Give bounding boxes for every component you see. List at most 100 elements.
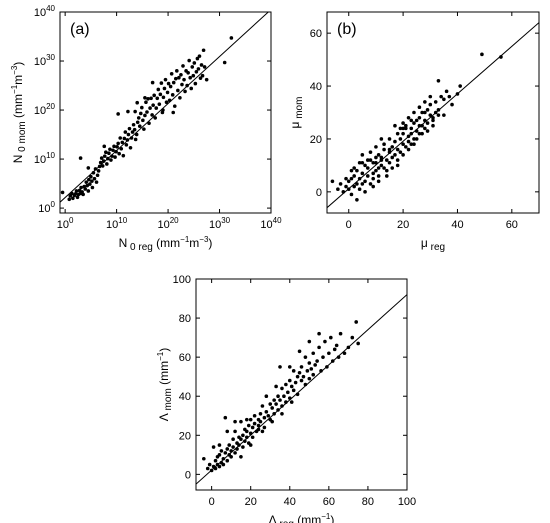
data-point: [175, 69, 179, 73]
data-point: [143, 113, 147, 118]
data-point: [409, 142, 414, 147]
data-point: [329, 335, 333, 340]
data-point: [86, 166, 91, 170]
data-point: [420, 110, 424, 115]
data-point: [105, 162, 109, 166]
data-point: [444, 89, 449, 94]
y-tick-label: 100: [38, 200, 55, 215]
data-point: [93, 167, 98, 171]
data-point: [110, 154, 114, 158]
x-tick-label: 40: [284, 496, 296, 508]
data-point: [387, 150, 392, 154]
data-point: [183, 89, 187, 94]
data-point: [158, 92, 163, 97]
x-tick-label: 100: [57, 216, 74, 231]
data-point: [384, 174, 389, 178]
data-point: [309, 367, 314, 371]
data-point: [84, 180, 89, 184]
data-point: [181, 64, 185, 68]
data-point: [450, 102, 454, 107]
data-point: [207, 462, 212, 467]
data-point: [78, 156, 83, 160]
data-point: [280, 404, 284, 408]
data-point: [357, 187, 362, 191]
data-point: [284, 382, 288, 387]
data-point: [190, 65, 195, 69]
data-point: [171, 80, 176, 85]
data-point: [346, 187, 351, 191]
data-point: [278, 365, 282, 369]
data-point: [303, 355, 308, 359]
data-point: [92, 176, 97, 181]
data-point: [382, 166, 386, 170]
data-point: [231, 445, 235, 449]
data-point: [307, 376, 312, 381]
data-point: [138, 111, 143, 116]
data-point: [120, 140, 125, 145]
data-point: [71, 196, 75, 201]
data-point: [379, 158, 384, 162]
data-point: [289, 400, 294, 404]
data-point: [239, 454, 243, 459]
data-point: [102, 144, 107, 149]
data-point: [317, 331, 321, 336]
data-point: [159, 81, 164, 85]
data-point: [499, 55, 503, 59]
data-point: [168, 84, 173, 89]
data-point: [116, 112, 120, 116]
data-point: [360, 153, 365, 157]
y-axis-title: μ mom: [288, 97, 305, 129]
data-point: [387, 147, 392, 152]
data-point: [327, 351, 331, 356]
data-point: [425, 129, 430, 133]
data-point: [204, 77, 209, 82]
data-point: [182, 77, 186, 82]
data-point: [225, 447, 230, 451]
data-point: [270, 419, 274, 424]
data-point: [268, 402, 273, 406]
data-point: [256, 423, 261, 428]
data-point: [442, 113, 446, 117]
panel-b: 0 20 40 60 0 20 40 60 (b) μ reg μ mom: [288, 11, 540, 253]
data-point: [98, 160, 103, 165]
data-point: [315, 359, 319, 363]
data-point: [189, 86, 194, 91]
data-point: [217, 453, 222, 457]
data-point: [323, 339, 327, 344]
data-point: [301, 374, 306, 379]
data-point: [229, 36, 234, 40]
data-point: [163, 77, 168, 82]
data-point: [307, 339, 312, 344]
data-point: [128, 145, 133, 150]
data-point: [164, 100, 169, 105]
y-tick-label: 40: [310, 81, 322, 93]
data-point: [258, 412, 263, 416]
data-point: [374, 160, 378, 165]
data-point: [150, 80, 155, 85]
data-point: [379, 163, 384, 168]
data-point: [420, 131, 424, 136]
data-point: [371, 184, 376, 189]
data-point: [274, 384, 278, 389]
data-point: [141, 118, 145, 123]
data-point: [91, 171, 96, 175]
data-point: [148, 106, 152, 110]
data-point: [417, 123, 422, 128]
x-tick-label: 20: [397, 219, 409, 231]
y-axis-title: Λ mom (mm−1): [156, 348, 174, 421]
data-point: [161, 95, 166, 100]
data-point: [86, 189, 91, 193]
x-tick-label: 1040: [260, 216, 282, 231]
data-point: [393, 123, 397, 128]
data-point: [431, 118, 435, 123]
data-point: [233, 451, 237, 455]
data-point: [336, 355, 341, 359]
data-point: [414, 118, 419, 123]
data-point: [211, 445, 216, 449]
y-tick-label: 1010: [34, 151, 56, 166]
data-point: [357, 160, 362, 165]
data-point: [282, 394, 286, 399]
data-point: [186, 70, 190, 75]
data-point: [199, 63, 204, 67]
data-point: [90, 179, 94, 183]
